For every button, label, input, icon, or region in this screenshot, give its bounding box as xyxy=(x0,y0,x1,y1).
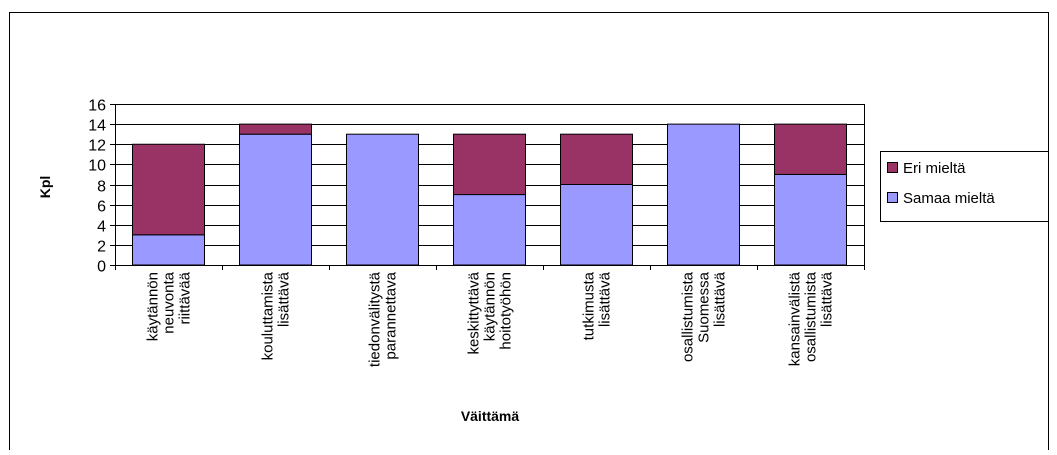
y-tick-label: 2 xyxy=(97,239,106,256)
y-tick-label: 8 xyxy=(97,179,106,196)
x-tick-label-line: Suomessa xyxy=(696,271,713,343)
bar-segment xyxy=(239,133,312,266)
legend-swatch xyxy=(887,192,898,203)
x-tick-label-line: osallistumista xyxy=(803,271,820,362)
x-tick-label-line: lisättävä xyxy=(712,271,729,327)
x-tick-label-line: hoitotyöhön xyxy=(498,272,515,350)
x-tick-label: osallistumista Suomessa lisättävä xyxy=(680,271,729,362)
bar-segment xyxy=(560,184,633,266)
x-tick-label-line: lisättävä xyxy=(276,271,293,327)
y-tick-label: 14 xyxy=(88,118,106,135)
y-tick-label: 6 xyxy=(97,199,106,216)
x-tick-labels: käytännön neuvonta riittävää kouluttamista l… xyxy=(145,271,836,367)
x-tick-label-line: käytännön xyxy=(482,272,499,341)
x-tick-label-line: tiedonvälitystä xyxy=(367,271,384,367)
bar-segment xyxy=(239,123,312,135)
legend-box xyxy=(880,151,1049,222)
legend-swatch xyxy=(887,162,898,173)
bar-segment xyxy=(132,143,205,236)
legend-label: Samaa mieltä xyxy=(903,190,995,207)
x-tick-label: tiedonvälitystä parannettava xyxy=(367,271,400,367)
axes xyxy=(110,104,865,270)
y-axis-label: Kpl xyxy=(37,176,53,199)
bar-segment xyxy=(132,234,205,266)
x-tick-label-line: kansainvälistä xyxy=(787,271,804,366)
bar-segment xyxy=(453,133,526,196)
bar-segment xyxy=(453,194,526,266)
y-tick-label: 4 xyxy=(97,219,106,236)
y-tick-label: 10 xyxy=(88,158,106,175)
y-tick-label: 0 xyxy=(97,259,106,276)
bar-segment xyxy=(774,173,847,266)
x-tick-label-line: keskittyttävä xyxy=(466,271,483,354)
y-tick-labels: 0 2 4 6 8 10 12 14 16 xyxy=(88,98,106,276)
x-tick-label: käytännön neuvonta riittävää xyxy=(145,271,194,341)
x-tick-label-line: riittävää xyxy=(177,271,194,324)
bars xyxy=(132,123,847,266)
x-tick-label: keskittyttävä käytännön hoitotyöhön xyxy=(466,271,515,354)
x-tick-label: kouluttamista lisättävä xyxy=(260,271,293,360)
bar-segment xyxy=(667,123,740,266)
y-tick-label: 16 xyxy=(88,98,106,115)
x-tick-label-line: osallistumista xyxy=(680,271,697,362)
x-tick-label: tutkimusta lisättävä xyxy=(581,271,614,340)
x-axis-label: Väittämä xyxy=(461,408,520,424)
x-tick-label-line: lisättävä xyxy=(819,271,836,327)
x-tick-label-line: lisättävä xyxy=(597,271,614,327)
x-tick-label-line: tutkimusta xyxy=(581,271,598,340)
legend: Eri mieltä Samaa mieltä xyxy=(880,151,1049,222)
x-tick-label-line: käytännön xyxy=(145,272,162,341)
bar-segment xyxy=(774,123,847,175)
legend-label: Eri mieltä xyxy=(903,160,966,177)
x-tick-label-line: neuvonta xyxy=(161,271,178,333)
bar-segment xyxy=(346,133,419,266)
x-tick-label-line: kouluttamista xyxy=(260,271,277,360)
x-tick-label-line: parannettava xyxy=(383,271,400,359)
x-tick-label: kansainvälistä osallistumista lisättävä xyxy=(787,271,836,366)
y-tick-label: 12 xyxy=(88,138,106,155)
bar-segment xyxy=(560,133,633,185)
